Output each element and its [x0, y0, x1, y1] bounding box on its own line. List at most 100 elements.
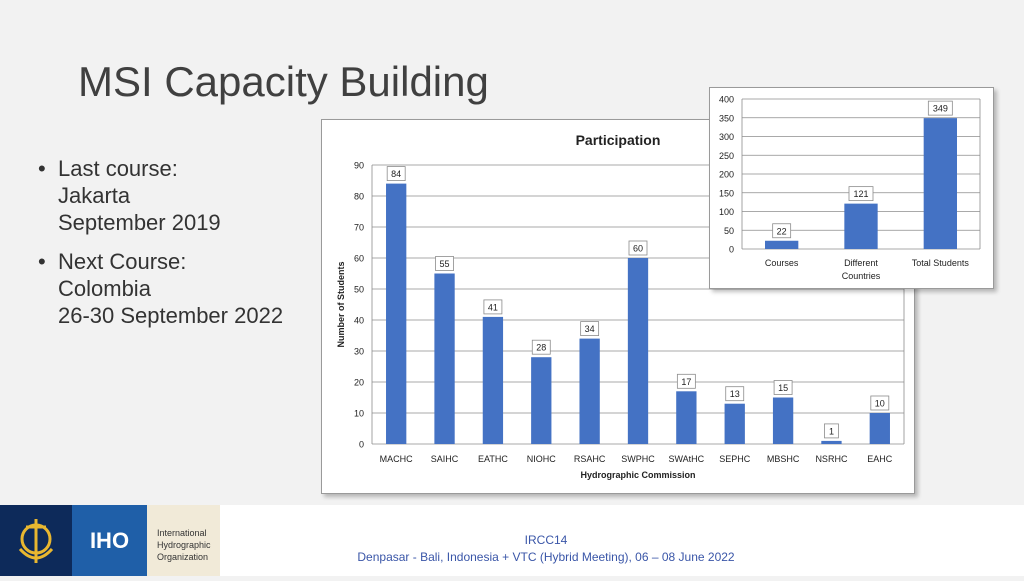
y-tick-label: 250: [719, 151, 734, 161]
x-tick-label: NIOHC: [527, 454, 557, 464]
y-tick-label: 300: [719, 132, 734, 142]
bullet-line: Jakarta: [58, 183, 131, 208]
x-tick-label: SAIHC: [431, 454, 459, 464]
bar: [579, 338, 600, 444]
bullet-line: September 2019: [58, 210, 221, 235]
anchor-icon: [18, 519, 54, 563]
slide-title: MSI Capacity Building: [78, 58, 489, 105]
iho-logo-text: International Hydrographic Organization: [147, 505, 220, 576]
bar: [724, 403, 745, 444]
data-label: 121: [853, 189, 868, 199]
data-label: 28: [536, 343, 546, 353]
y-tick-label: 30: [354, 347, 364, 357]
x-tick-label: Countries: [842, 271, 881, 281]
y-axis-title: Number of Students: [336, 261, 346, 347]
data-label: 60: [633, 244, 643, 254]
y-tick-label: 400: [719, 95, 734, 105]
y-tick-label: 100: [719, 207, 734, 217]
data-label-box: [870, 395, 890, 411]
x-tick-label: NSRHC: [815, 454, 848, 464]
bullet-last-course: • Last course: Jakarta September 2019: [38, 155, 283, 236]
data-label-box: [676, 373, 696, 389]
data-label-box: [628, 240, 648, 256]
x-tick-label: MACHC: [380, 454, 413, 464]
y-tick-label: 70: [354, 223, 364, 233]
x-tick-label: SWPHC: [621, 454, 655, 464]
y-tick-label: 60: [354, 254, 364, 264]
bar: [627, 258, 649, 444]
summary-chart-panel: 0 50 100 150 200 250 300 350 400 22 Courses 121 Diff…: [709, 87, 994, 289]
iho-logo: IHO: [72, 505, 147, 576]
bar: [386, 183, 407, 444]
x-tick-label: Total Students: [912, 258, 970, 268]
bar: [821, 440, 842, 444]
y-tick-label: 20: [354, 378, 364, 388]
x-tick-label: RSAHC: [574, 454, 606, 464]
y-tick-label: 0: [729, 245, 734, 255]
bullet-dot-icon: •: [38, 249, 46, 274]
data-label: 15: [778, 383, 788, 393]
y-tick-label: 50: [724, 226, 734, 236]
data-label: 10: [875, 399, 885, 409]
y-tick-label: 80: [354, 192, 364, 202]
bar: [676, 391, 697, 444]
bullet-line: Last course:: [58, 156, 178, 181]
bullet-line: Colombia: [58, 276, 151, 301]
bar: [772, 397, 794, 444]
data-label: 34: [585, 324, 595, 334]
y-tick-label: 90: [354, 161, 364, 171]
bar: [869, 413, 890, 444]
y-tick-label: 200: [719, 170, 734, 180]
data-label-box: [824, 423, 839, 439]
bullet-line: Next Course:: [58, 249, 187, 274]
data-label-box: [927, 100, 953, 116]
y-tick-label: 40: [354, 316, 364, 326]
footer: IHO International Hydrographic Organizat…: [0, 505, 1024, 576]
x-axis-title: Hydrographic Commission: [580, 470, 695, 480]
data-label-box: [848, 186, 874, 202]
data-label-box: [772, 223, 792, 239]
data-label: 55: [440, 259, 450, 269]
y-tick-label: 150: [719, 188, 734, 198]
data-label: 13: [730, 389, 740, 399]
data-label: 17: [681, 377, 691, 387]
x-tick-label: SEPHC: [719, 454, 751, 464]
data-label-box: [725, 386, 745, 402]
data-label: 41: [488, 302, 498, 312]
iho-anchor-logo: [0, 505, 72, 576]
data-label-box: [483, 299, 503, 315]
logo-text-line: Organization: [157, 552, 209, 562]
data-label-box: [386, 166, 406, 181]
bar: [923, 118, 957, 249]
x-tick-label: MBSHC: [767, 454, 800, 464]
data-label: 349: [933, 104, 948, 114]
chart-title: Participation: [576, 132, 661, 148]
bullet-dot-icon: •: [38, 156, 46, 181]
bar: [531, 357, 552, 444]
bar: [844, 203, 878, 249]
footer-event-details: Denpasar - Bali, Indonesia + VTC (Hybrid…: [357, 550, 735, 564]
y-tick-label: 350: [719, 113, 734, 123]
summary-chart: 0 50 100 150 200 250 300 350 400 22 Courses 121 Diff…: [719, 95, 981, 281]
logo-text-line: International: [157, 528, 207, 538]
logo-text-line: Hydrographic: [157, 540, 211, 550]
x-tick-label: Different: [844, 258, 878, 268]
y-tick-label: 0: [359, 440, 364, 450]
bar: [482, 316, 504, 444]
x-tick-label: Courses: [765, 258, 799, 268]
bar: [765, 240, 799, 249]
data-label: 1: [829, 426, 834, 436]
x-tick-label: EAHC: [867, 454, 893, 464]
bullet-next-course: • Next Course: Colombia 26-30 September …: [38, 248, 283, 329]
data-label-box: [435, 256, 454, 271]
data-label: 84: [391, 169, 401, 179]
data-label-box: [531, 339, 551, 355]
data-label-box: [773, 380, 793, 395]
x-tick-label: SWAtHC: [669, 454, 705, 464]
participation-chart: Participation010203040506070809084MACHC5…: [336, 132, 905, 480]
y-tick-label: 50: [354, 285, 364, 295]
data-label: 22: [777, 226, 787, 236]
data-label-box: [580, 321, 600, 337]
bullet-list: • Last course: Jakarta September 2019 • …: [38, 155, 283, 341]
bullet-line: 26-30 September 2022: [58, 303, 284, 328]
